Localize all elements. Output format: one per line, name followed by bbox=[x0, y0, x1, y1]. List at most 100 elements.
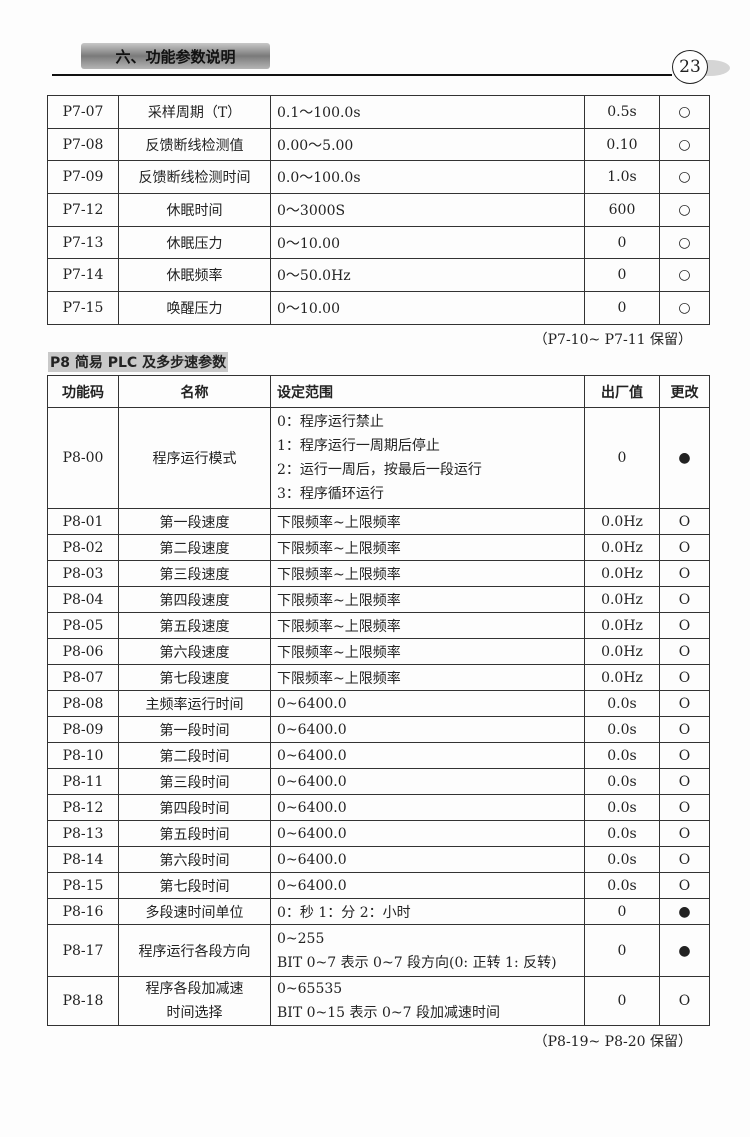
code: P8-00 bbox=[47, 407, 119, 509]
range-line: 1：程序运行一周期后停止 bbox=[277, 438, 440, 454]
default: 0.0s bbox=[584, 742, 660, 769]
default: 0 bbox=[584, 924, 660, 977]
default: 0.0Hz bbox=[584, 586, 660, 613]
range: 0.1～100.0s bbox=[270, 95, 585, 129]
change-mark: O bbox=[659, 560, 710, 587]
default: 0 bbox=[584, 291, 660, 325]
default: 0.5s bbox=[584, 95, 660, 129]
default: 0.0Hz bbox=[584, 612, 660, 639]
name: 程序运行各段方向 bbox=[118, 924, 271, 977]
name: 休眠压力 bbox=[118, 225, 271, 260]
table-row: P8-10 第二段时间 0~6400.0 0.0s O bbox=[47, 742, 710, 769]
header-change: 更改 bbox=[659, 375, 710, 408]
default: 0.0Hz bbox=[584, 508, 660, 535]
range: 下限频率~上限频率 bbox=[270, 508, 585, 535]
table-row: P7-14 休眠频率 0～50.0Hz 0 ○ bbox=[47, 258, 710, 293]
name: 休眠频率 bbox=[118, 258, 271, 293]
table-row: P7-15 唤醒压力 0～10.00 0 ○ bbox=[47, 291, 710, 325]
change-mark: O bbox=[659, 508, 710, 535]
range: 0~255 BIT 0~7 表示 0~7 段方向(0: 正转 1: 反转) bbox=[270, 924, 585, 977]
header-rule bbox=[52, 74, 672, 76]
table-row: P8-04 第四段速度 下限频率~上限频率 0.0Hz O bbox=[47, 586, 710, 613]
name: 第六段速度 bbox=[118, 638, 271, 665]
table-row: P8-18 程序各段加减速 时间选择 0~65535 BIT 0~15 表示 0… bbox=[47, 976, 710, 1026]
table-row: P8-02 第二段速度 下限频率~上限频率 0.0Hz O bbox=[47, 534, 710, 561]
range: 下限频率~上限频率 bbox=[270, 534, 585, 561]
default: 0.0s bbox=[584, 846, 660, 873]
name: 唤醒压力 bbox=[118, 291, 271, 325]
change-mark: ● bbox=[659, 407, 710, 509]
range: 0~6400.0 bbox=[270, 716, 585, 743]
p7-table: P7-07 采样周期（T） 0.1～100.0s 0.5s ○ P7-08 反馈断线检测值 0… bbox=[47, 95, 710, 325]
code: P8-05 bbox=[47, 612, 119, 639]
range: 0~6400.0 bbox=[270, 690, 585, 717]
name: 程序运行模式 bbox=[118, 407, 271, 509]
range: 0.00～5.00 bbox=[270, 127, 585, 162]
change-mark: O bbox=[659, 768, 710, 795]
change-mark: O bbox=[659, 976, 710, 1026]
default: 0 bbox=[584, 976, 660, 1026]
change-mark: ○ bbox=[659, 95, 710, 129]
name: 主频率运行时间 bbox=[118, 690, 271, 717]
p8-section-title: P8 简易 PLC 及多步速参数 bbox=[48, 352, 229, 372]
name: 程序各段加减速 时间选择 bbox=[118, 976, 271, 1026]
change-mark: O bbox=[659, 716, 710, 743]
code: P8-08 bbox=[47, 690, 119, 717]
code: P8-10 bbox=[47, 742, 119, 769]
range: 0～3000S bbox=[270, 193, 585, 227]
header-name: 名称 bbox=[118, 375, 271, 408]
table-row: P8-07 第七段速度 下限频率~上限频率 0.0Hz O bbox=[47, 664, 710, 691]
default: 0 bbox=[584, 225, 660, 260]
code: P8-13 bbox=[47, 820, 119, 847]
p8-table: 功能码 名称 设定范围 出厂值 更改 P8-00 程序运行模式 0：程序运行禁止… bbox=[47, 375, 710, 1026]
range: 0~6400.0 bbox=[270, 768, 585, 795]
table-row: P8-06 第六段速度 下限频率~上限频率 0.0Hz O bbox=[47, 638, 710, 665]
default: 0.0s bbox=[584, 820, 660, 847]
range: 下限频率~上限频率 bbox=[270, 586, 585, 613]
default: 600 bbox=[584, 193, 660, 227]
name: 第七段时间 bbox=[118, 872, 271, 899]
table-row: P7-12 休眠时间 0～3000S 600 ○ bbox=[47, 193, 710, 227]
range-line: 2：运行一周后，按最后一段运行 bbox=[277, 462, 482, 478]
code: P8-17 bbox=[47, 924, 119, 977]
table-row: P8-15 第七段时间 0~6400.0 0.0s O bbox=[47, 872, 710, 899]
default: 0.0s bbox=[584, 690, 660, 717]
default: 0.0s bbox=[584, 794, 660, 821]
code: P7-12 bbox=[47, 193, 119, 227]
table-row: P8-09 第一段时间 0~6400.0 0.0s O bbox=[47, 716, 710, 743]
change-mark: O bbox=[659, 742, 710, 769]
range: 0.0～100.0s bbox=[270, 160, 585, 195]
name: 反馈断线检测值 bbox=[118, 127, 271, 162]
change-mark: ● bbox=[659, 898, 710, 925]
range-line: 0~255 bbox=[277, 930, 325, 947]
name: 第六段时间 bbox=[118, 846, 271, 873]
name: 第三段时间 bbox=[118, 768, 271, 795]
default: 0 bbox=[584, 258, 660, 293]
range: 0~6400.0 bbox=[270, 794, 585, 821]
table-header-row: 功能码 名称 设定范围 出厂值 更改 bbox=[47, 375, 710, 408]
code: P8-18 bbox=[47, 976, 119, 1026]
name: 第二段时间 bbox=[118, 742, 271, 769]
range: 0：程序运行禁止 1：程序运行一周期后停止 2：运行一周后，按最后一段运行 3：… bbox=[270, 407, 585, 509]
name: 第一段速度 bbox=[118, 508, 271, 535]
range: 0~6400.0 bbox=[270, 872, 585, 899]
range-line: 0：程序运行禁止 bbox=[277, 414, 384, 430]
range: 下限频率~上限频率 bbox=[270, 638, 585, 665]
name: 第四段时间 bbox=[118, 794, 271, 821]
default: 0.0Hz bbox=[584, 534, 660, 561]
default: 0.0s bbox=[584, 716, 660, 743]
page-number: 23 bbox=[672, 50, 708, 84]
change-mark: ● bbox=[659, 924, 710, 977]
chapter-title: 六、功能参数说明 bbox=[81, 43, 270, 69]
default: 0 bbox=[584, 407, 660, 509]
table-row: P8-00 程序运行模式 0：程序运行禁止 1：程序运行一周期后停止 2：运行一… bbox=[47, 407, 710, 509]
default: 1.0s bbox=[584, 160, 660, 195]
range-line: 3：程序循环运行 bbox=[277, 486, 384, 502]
change-mark: ○ bbox=[659, 127, 710, 162]
header-range: 设定范围 bbox=[270, 375, 585, 408]
name: 第一段时间 bbox=[118, 716, 271, 743]
table-row: P7-13 休眠压力 0～10.00 0 ○ bbox=[47, 225, 710, 260]
name-line: 程序各段加减速 bbox=[145, 981, 244, 997]
p8-reserved-note: （P8-19~ P8-20 保留） bbox=[533, 1034, 692, 1050]
range: 0：秒 1：分 2：小时 bbox=[270, 898, 585, 925]
